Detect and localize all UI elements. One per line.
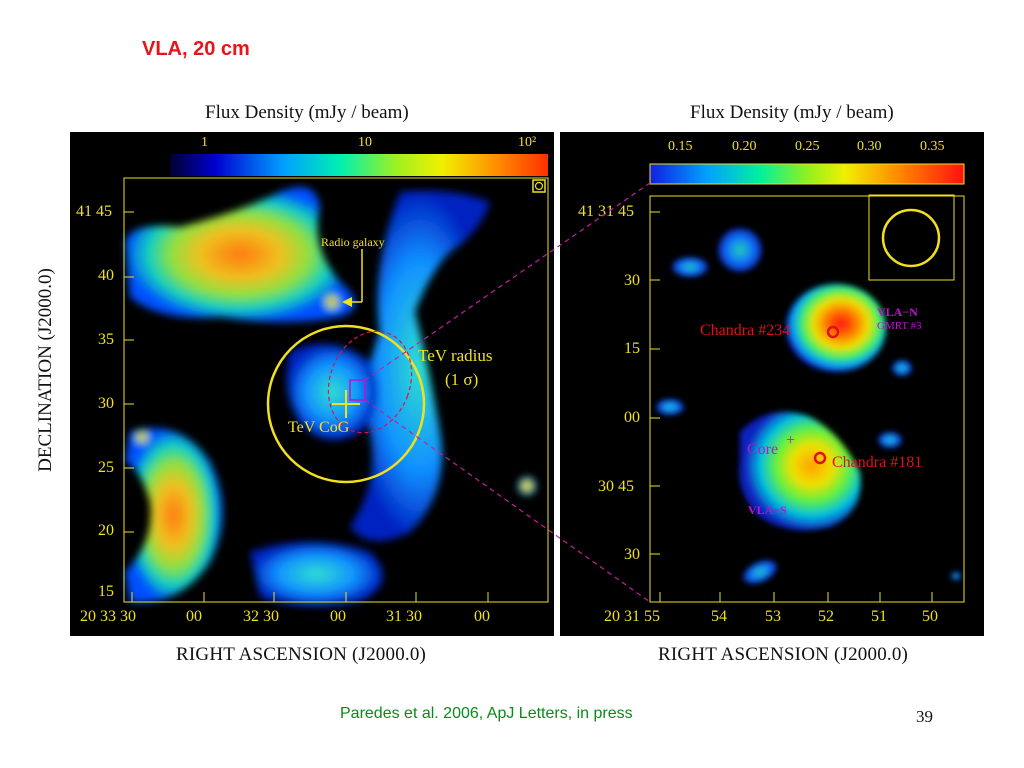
left-ra-tick: 20 33 30 <box>80 608 136 625</box>
tev-radius-label: TeV radius <box>418 346 493 365</box>
left-dec-tick: 20 <box>98 522 114 539</box>
right-map-frame <box>649 195 965 603</box>
left-ra-tick: 00 <box>330 608 346 625</box>
chandra-181-label: Chandra #181 <box>832 454 923 471</box>
right-dec-tick: 41 31 45 <box>578 203 634 220</box>
right-ra-tick: 51 <box>871 608 887 625</box>
left-dec-tick: 41 45 <box>76 203 112 220</box>
right-colorbar-tick: 0.35 <box>920 139 945 154</box>
right-dec-tick: 15 <box>624 340 640 357</box>
right-map-ticks <box>650 211 933 602</box>
gmrt-3-label: GMRT #3 <box>877 320 922 332</box>
left-colorbar-title: Flux Density (mJy / beam) <box>205 102 409 123</box>
left-colorbar <box>170 154 548 176</box>
left-ra-tick: 32 30 <box>243 608 279 625</box>
core-plus-marker: + <box>786 432 796 449</box>
chandra-234-marker <box>826 325 840 339</box>
right-ra-tick: 53 <box>765 608 781 625</box>
chandra-181-marker <box>813 451 827 465</box>
left-ra-tick: 00 <box>186 608 202 625</box>
right-colorbar-tick: 0.20 <box>732 139 757 154</box>
vla-s-label: VLA−S <box>748 503 787 517</box>
right-radio-map-image <box>649 163 965 603</box>
declination-axis-title: DECLINATION (J2000.0) <box>35 268 56 472</box>
right-colorbar <box>649 163 965 185</box>
tev-radius-sigma-label: (1 σ) <box>445 370 479 389</box>
right-emission <box>656 228 961 584</box>
zoom-box <box>349 379 366 401</box>
radio-galaxy-arrowhead <box>342 297 352 307</box>
left-dec-tick: 25 <box>98 459 114 476</box>
left-dec-tick: 30 <box>98 395 114 412</box>
right-dec-tick: 00 <box>624 409 640 426</box>
right-dec-tick: 30 45 <box>598 478 634 495</box>
right-ra-axis-title: RIGHT ASCENSION (J2000.0) <box>658 644 909 665</box>
left-beam-box <box>532 179 546 193</box>
radio-galaxy-label: Radio galaxy <box>321 235 385 249</box>
right-beam-circle <box>881 208 941 268</box>
right-colorbar-tick: 0.25 <box>795 139 820 154</box>
tev-cog-label: TeV CoG <box>288 419 350 436</box>
core-label: Core <box>747 441 779 458</box>
right-colorbar-tick: 0.15 <box>668 139 693 154</box>
right-ra-tick: 50 <box>922 608 938 625</box>
right-dec-tick: 30 <box>624 546 640 563</box>
left-dec-tick: 15 <box>98 583 114 600</box>
left-colorbar-tick-10: 10 <box>358 135 372 150</box>
right-ra-tick: 52 <box>818 608 834 625</box>
left-radio-map <box>70 132 554 636</box>
citation: Paredes et al. 2006, ApJ Letters, in pre… <box>340 705 633 722</box>
right-ra-tick: 20 31 55 <box>604 608 660 625</box>
right-dec-tick: 30 <box>624 272 640 289</box>
slide-title: VLA, 20 cm <box>142 38 250 60</box>
left-radio-map-image <box>123 154 549 606</box>
left-beam-circle <box>534 181 544 191</box>
left-colorbar-tick-100: 10² <box>518 135 537 150</box>
right-colorbar-title: Flux Density (mJy / beam) <box>690 102 894 123</box>
right-ra-tick: 54 <box>711 608 727 625</box>
vla-n-label: VLA−N <box>877 305 918 319</box>
page-number: 39 <box>916 707 933 726</box>
left-ra-axis-title: RIGHT ASCENSION (J2000.0) <box>176 644 427 665</box>
left-map-frame <box>123 177 549 603</box>
right-colorbar-tick: 0.30 <box>857 139 882 154</box>
right-beam-box <box>868 194 955 281</box>
left-ra-tick: 00 <box>474 608 490 625</box>
left-dec-tick: 35 <box>98 331 114 348</box>
left-ra-tick: 31 30 <box>386 608 422 625</box>
left-dec-tick: 40 <box>98 267 114 284</box>
left-colorbar-tick-1: 1 <box>201 135 208 150</box>
chandra-234-label: Chandra #234 <box>700 322 791 339</box>
